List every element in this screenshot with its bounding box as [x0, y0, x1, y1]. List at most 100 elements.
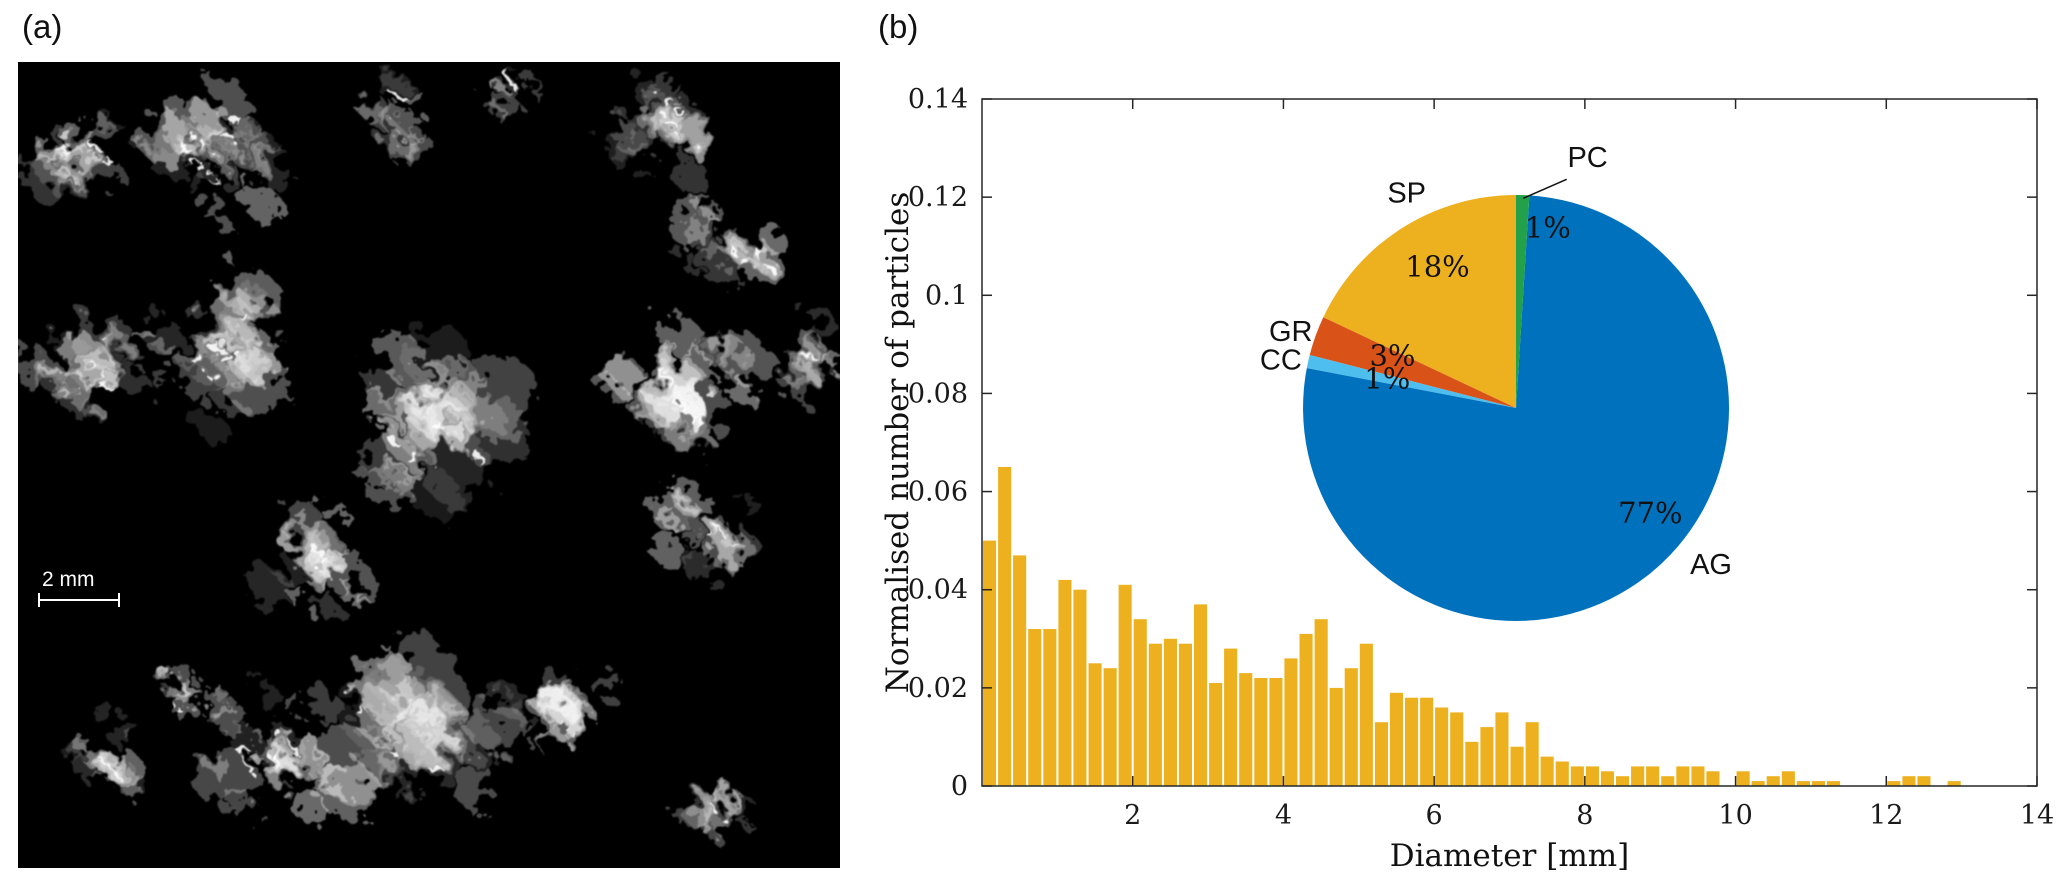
bar: [1224, 648, 1238, 786]
snow-cluster: [360, 326, 537, 519]
bar: [1646, 766, 1660, 786]
bar: [1314, 619, 1328, 786]
bar: [1148, 643, 1162, 786]
bar: [1284, 658, 1298, 786]
plot-box: [981, 98, 2038, 787]
snow-cluster: [602, 318, 774, 451]
bar: [1631, 766, 1645, 786]
bar: [1450, 712, 1464, 786]
bar: [1751, 781, 1765, 786]
snow-cluster: [601, 77, 715, 196]
bar: [1555, 761, 1569, 786]
bar: [1269, 678, 1283, 786]
bar: [1420, 697, 1434, 786]
scale-bar-label: 2 mm: [42, 568, 95, 591]
y-tick-label: 0.04: [908, 575, 968, 606]
bar: [1133, 619, 1147, 786]
snow-cluster: [650, 481, 758, 584]
pie-slice-GR: [1309, 317, 1516, 408]
snow-cluster: [677, 785, 751, 841]
bar: [1435, 707, 1449, 786]
snow-cluster: [68, 711, 146, 796]
snow-cluster: [20, 113, 120, 199]
y-tick-label: 0.06: [908, 477, 968, 508]
bar: [1902, 776, 1916, 786]
pie-percent-CC: 1%: [1364, 361, 1410, 395]
x-tick-label: 10: [1718, 800, 1752, 831]
bar: [1389, 692, 1403, 786]
snow-cluster: [486, 70, 538, 115]
bar: [1163, 638, 1177, 786]
snow-cluster: [18, 319, 169, 420]
bar: [1570, 766, 1584, 786]
y-tick-label: 0.14: [908, 84, 968, 115]
bar: [1781, 771, 1795, 786]
y-axis-label: Normalised number of particles: [880, 192, 916, 694]
bar: [1103, 668, 1117, 786]
pie-slice-AG: [1303, 195, 1730, 621]
bar: [1209, 683, 1223, 786]
histogram-bars: [983, 467, 1961, 786]
bar: [1827, 781, 1841, 786]
bar: [1073, 589, 1087, 786]
snow-cluster: [506, 669, 621, 748]
x-tick-label: 8: [1576, 800, 1593, 831]
bar: [1796, 781, 1810, 786]
bar: [1917, 776, 1931, 786]
x-tick-label: 6: [1426, 800, 1443, 831]
x-tick-label: 14: [2020, 800, 2054, 831]
chart: 2 4 6 8 10 12 14 0 0.02 0.04 0.06 0.08 0.1 0.12 0.14 No…: [880, 84, 2054, 874]
snow-cluster: [358, 70, 431, 164]
bar: [1013, 555, 1027, 786]
axis-ticks: 2 4 6 8 10 12 14 0 0.02 0.04 0.06 0.08 0.1 0.12 0.14: [908, 84, 2054, 831]
bar: [1600, 771, 1614, 786]
x-tick-label: 4: [1275, 800, 1292, 831]
bar: [1058, 579, 1072, 786]
pie-slice-PC: [1516, 194, 1530, 408]
snow-cluster: [308, 638, 528, 820]
pie-label-CC: CC: [1260, 345, 1302, 377]
bar: [983, 540, 997, 786]
bar: [1254, 678, 1268, 786]
bar: [1344, 668, 1358, 786]
bar: [1736, 771, 1750, 786]
bar: [1088, 663, 1102, 786]
bar: [1299, 633, 1313, 786]
bar: [1706, 771, 1720, 786]
snow-cluster: [244, 501, 370, 619]
pie-label-SP: SP: [1387, 178, 1426, 210]
bar: [1540, 756, 1554, 786]
bar: [1616, 776, 1630, 786]
bar: [1028, 629, 1042, 786]
snow-cluster: [159, 669, 229, 725]
bar: [1811, 781, 1825, 786]
y-tick-label: 0: [951, 771, 968, 802]
bar: [1194, 604, 1208, 786]
snow-cluster: [192, 683, 326, 821]
snow-cluster: [143, 271, 287, 444]
bar: [1510, 746, 1524, 786]
pie-percent-AG: 77%: [1618, 496, 1682, 530]
pie-slice-SP: [1323, 195, 1516, 408]
y-tick-label: 0.12: [908, 182, 968, 213]
x-tick-label: 2: [1124, 800, 1141, 831]
bar: [1329, 687, 1343, 786]
pie-label-PC: PC: [1567, 142, 1607, 174]
bar: [1405, 697, 1419, 786]
x-tick-label: 12: [1869, 800, 1903, 831]
bar: [1359, 643, 1373, 786]
bar: [1374, 722, 1388, 786]
bar: [1766, 776, 1780, 786]
bar: [1465, 741, 1479, 786]
snowflake-image: [18, 70, 840, 841]
scale-bar: 2 mm: [38, 568, 120, 607]
pie-percent-GR: 3%: [1369, 339, 1415, 373]
panel-a-label: (a): [22, 8, 63, 45]
bar: [1887, 781, 1901, 786]
bar: [1661, 776, 1675, 786]
x-axis-label: Diameter [mm]: [1390, 838, 1629, 874]
panel-a-photo: 2 mm: [18, 62, 840, 868]
bar: [1691, 766, 1705, 786]
pie-label-GR: GR: [1269, 316, 1313, 348]
